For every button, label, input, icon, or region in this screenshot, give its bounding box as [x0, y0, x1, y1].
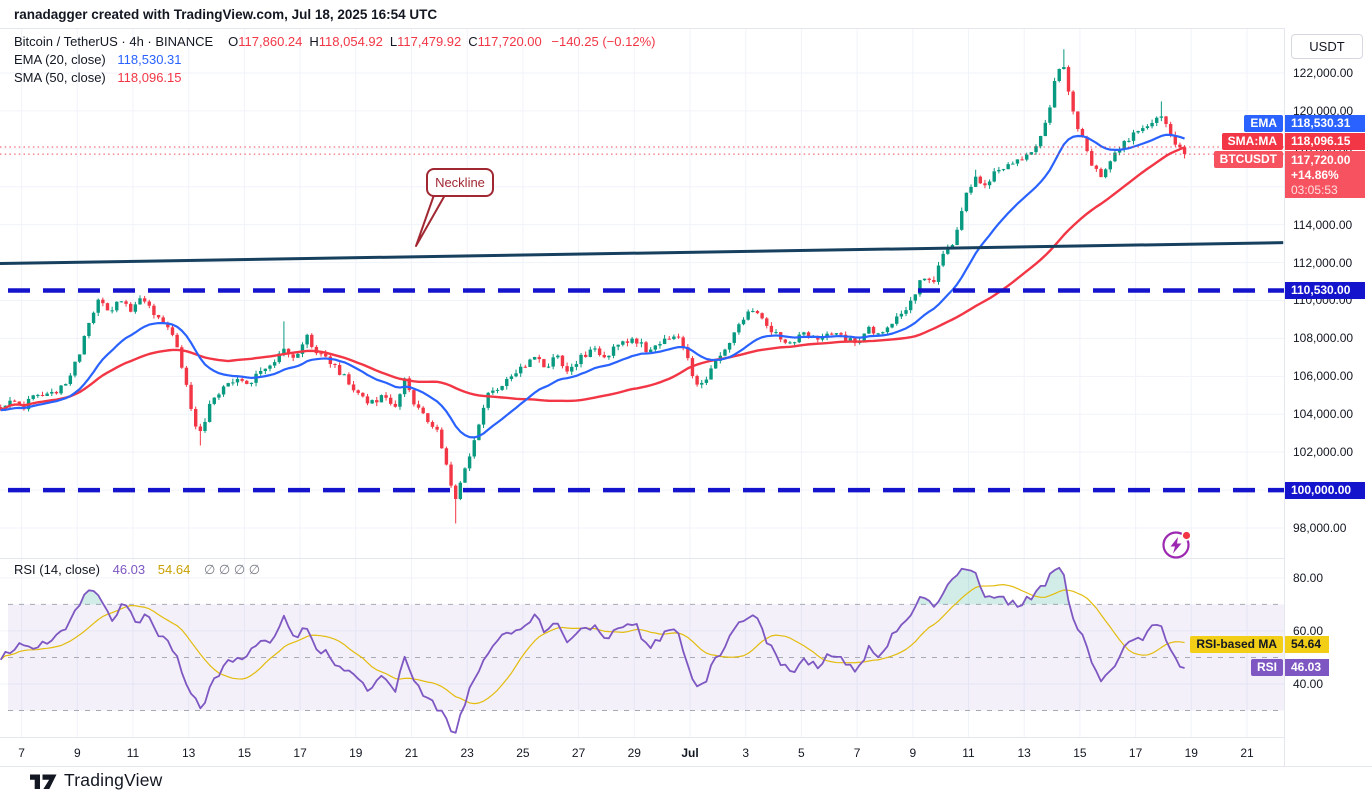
rsi-ma-tag-label: RSI-based MA	[1190, 636, 1283, 654]
time-tick: 9	[909, 746, 917, 760]
neckline-callout-tail	[415, 194, 446, 247]
open-value: 117,860.24	[238, 34, 303, 49]
time-tick: 21	[404, 746, 419, 760]
rsi-band	[8, 603, 1284, 711]
close-label: C	[468, 34, 478, 49]
attribution-text: ranadagger created with TradingView.com,…	[14, 7, 438, 22]
change-value: −140.25 (−0.12%)	[551, 34, 656, 49]
sma-tag-label: SMA:MA	[1221, 133, 1283, 150]
flash-circle	[1162, 531, 1190, 559]
open-label: O	[228, 34, 239, 49]
rsi-ma-legend-value: 54.64	[157, 562, 191, 577]
price-tick: 122,000.00	[1293, 65, 1354, 80]
last-price-value: 117,720.00	[1291, 153, 1351, 167]
symbol-ohlc-row: Bitcoin / TetherUS · 4h · BINANCE O117,86…	[14, 33, 655, 50]
ema-legend-name: EMA (20, close)	[14, 52, 106, 67]
time-tick: 7	[18, 746, 25, 760]
rsi-series[interactable]	[0, 566, 1185, 734]
time-tick: 5	[798, 746, 805, 760]
neckline-label: Neckline	[435, 175, 485, 190]
ema-legend-value: 118,530.31	[117, 52, 182, 67]
low-value: 117,479.92	[397, 34, 462, 49]
footer: TradingView	[30, 770, 163, 791]
moving-average-lines[interactable]	[0, 133, 1186, 439]
time-tick: 7	[853, 746, 861, 760]
time-axis[interactable]: 7 9 11 13 15 17 19 21 23 25 27 29 Jul 3 5 7 9 11 13 15 17 19 2…	[0, 737, 1284, 766]
rsi-tag-value: 46.03	[1285, 658, 1329, 676]
price-tick: 104,000.00	[1293, 407, 1354, 422]
last-price-tag: 117,720.00 +14.86% 03:05:53	[1285, 151, 1365, 198]
time-tick: 11	[126, 746, 140, 760]
time-tick: 15	[1073, 746, 1087, 760]
rsi-tick: 60.00	[1293, 623, 1324, 638]
symbol-tag-label: BTCUSDT	[1213, 151, 1283, 168]
pane-divider	[0, 558, 1372, 559]
time-tick: 15	[237, 746, 252, 760]
rsi-legend-value: 46.03	[112, 562, 146, 577]
time-tick: 19	[349, 746, 363, 760]
rsi-tick: 40.00	[1293, 676, 1324, 691]
ema-tag-label: EMA	[1244, 115, 1283, 132]
high-label: H	[309, 34, 319, 49]
price-scale-border	[1284, 28, 1285, 766]
bar-countdown: 03:05:53	[1291, 183, 1338, 197]
time-tick: 25	[516, 746, 530, 760]
price-tick: 106,000.00	[1293, 369, 1354, 384]
price-tick: 112,000.00	[1293, 255, 1353, 270]
time-tick: 17	[1128, 746, 1143, 760]
tradingview-logo-icon[interactable]	[30, 771, 57, 790]
sma-legend-value: 118,096.15	[117, 70, 182, 85]
time-tick: 13	[1017, 746, 1031, 760]
low-label: L	[389, 34, 398, 49]
sma-legend-name: SMA (50, close)	[14, 70, 106, 85]
neckline-callout[interactable]: Neckline	[426, 168, 494, 197]
rsi-legend-empty-values: ∅ ∅ ∅ ∅	[203, 562, 261, 577]
tradingview-brand-text[interactable]: TradingView	[64, 770, 163, 790]
symbol-legend[interactable]: Bitcoin / TetherUS · 4h · BINANCE O117,86…	[14, 33, 655, 87]
drawing-lines[interactable]	[0, 146, 1284, 493]
lower-level-tag: 100,000.00	[1285, 481, 1365, 499]
rsi-tick: 80.00	[1293, 570, 1324, 585]
price-tick: 114,000.00	[1293, 217, 1353, 232]
time-tick: 17	[293, 746, 307, 760]
sma-tag-value: 118,096.15	[1285, 133, 1365, 150]
rsi-legend-name: RSI (14, close)	[14, 562, 100, 577]
symbol-title[interactable]: Bitcoin / TetherUS · 4h · BINANCE	[14, 34, 214, 49]
time-tick: Jul	[681, 746, 699, 760]
time-tick: 13	[182, 746, 196, 760]
time-tick: 19	[1184, 746, 1198, 760]
lightning-icon	[1170, 537, 1182, 554]
price-tick: 108,000.00	[1293, 331, 1354, 346]
rsi-ma-tag-value: 54.64	[1285, 636, 1329, 654]
currency-toggle-button[interactable]: USDT	[1291, 34, 1363, 59]
time-tick: 9	[73, 746, 81, 760]
high-value: 118,054.92	[318, 34, 383, 49]
price-tick: 102,000.00	[1293, 445, 1354, 460]
rsi-tag-label: RSI	[1250, 658, 1283, 676]
time-tick: 11	[962, 746, 975, 760]
rsi-legend[interactable]: RSI (14, close) 46.03 54.64 ∅ ∅ ∅ ∅	[14, 562, 260, 578]
time-tick: 3	[742, 746, 750, 760]
ema-legend-row[interactable]: EMA (20, close) 118,530.31	[14, 51, 655, 68]
time-tick: 29	[627, 746, 641, 760]
upper-level-tag: 110,530.00	[1285, 281, 1365, 299]
time-axis-divider	[0, 737, 1372, 738]
last-price-change: +14.86%	[1291, 168, 1339, 182]
time-tick: 21	[1240, 746, 1254, 760]
close-value: 117,720.00	[477, 34, 542, 49]
ema-tag-value: 118,530.31	[1285, 115, 1365, 132]
sma-legend-row[interactable]: SMA (50, close) 118,096.15	[14, 69, 655, 86]
price-tick: 98,000.00	[1293, 521, 1347, 535]
notification-dot	[1181, 530, 1192, 541]
price-tick: 120,000.00	[1293, 103, 1354, 118]
time-tick: 27	[571, 746, 586, 760]
flash-button[interactable]	[1159, 526, 1195, 562]
time-tick: 23	[460, 746, 474, 760]
footer-divider	[0, 766, 1372, 767]
header-divider	[0, 28, 1372, 29]
